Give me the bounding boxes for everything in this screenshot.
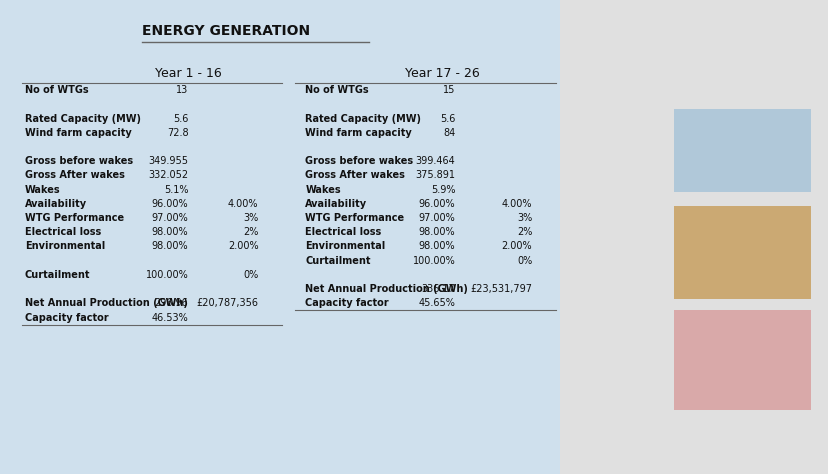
Text: 2.00%: 2.00%	[501, 241, 532, 252]
Text: Year 17 - 26: Year 17 - 26	[404, 67, 479, 80]
Text: ENERGY GENERATION: ENERGY GENERATION	[142, 24, 310, 38]
Text: Gross before wakes: Gross before wakes	[305, 156, 413, 166]
Text: Wind farm capacity: Wind farm capacity	[305, 128, 412, 138]
Bar	[673, 109, 810, 192]
Text: 15: 15	[442, 85, 455, 95]
Text: 375.891: 375.891	[415, 170, 455, 181]
Text: 72.8: 72.8	[166, 128, 188, 138]
Text: Capacity factor: Capacity factor	[305, 298, 388, 309]
Text: 4.00%: 4.00%	[228, 199, 258, 209]
Text: Gross before wakes: Gross before wakes	[25, 156, 133, 166]
Text: 349.955: 349.955	[148, 156, 188, 166]
Text: 2.00%: 2.00%	[228, 241, 258, 252]
Text: 3%: 3%	[243, 213, 258, 223]
Text: Capacity factor: Capacity factor	[25, 312, 108, 323]
Text: 0%: 0%	[517, 255, 532, 266]
Text: 45.65%: 45.65%	[418, 298, 455, 309]
Bar	[673, 310, 810, 410]
Text: £20,787,356: £20,787,356	[196, 298, 258, 309]
Text: No of WTGs: No of WTGs	[305, 85, 368, 95]
Text: 4.00%: 4.00%	[501, 199, 532, 209]
Text: 0%: 0%	[243, 270, 258, 280]
Text: 84: 84	[443, 128, 455, 138]
Text: 97.00%: 97.00%	[152, 213, 188, 223]
Text: Wakes: Wakes	[305, 184, 340, 195]
Text: 399.464: 399.464	[415, 156, 455, 166]
Text: 2%: 2%	[243, 227, 258, 237]
Text: Year 1 - 16: Year 1 - 16	[155, 67, 222, 80]
Text: 296.96: 296.96	[155, 298, 188, 309]
Text: Availability: Availability	[25, 199, 87, 209]
Text: 96.00%: 96.00%	[152, 199, 188, 209]
Text: WTG Performance: WTG Performance	[305, 213, 404, 223]
Text: Net Annual Production (GWh): Net Annual Production (GWh)	[25, 298, 188, 309]
Text: 332.052: 332.052	[148, 170, 188, 181]
Text: Wakes: Wakes	[25, 184, 60, 195]
Text: 13: 13	[176, 85, 188, 95]
Text: Electrical loss: Electrical loss	[305, 227, 381, 237]
Text: No of WTGs: No of WTGs	[25, 85, 89, 95]
Text: 5.1%: 5.1%	[164, 184, 188, 195]
Text: 100.00%: 100.00%	[412, 255, 455, 266]
Text: 98.00%: 98.00%	[418, 227, 455, 237]
Text: 5.6: 5.6	[173, 113, 188, 124]
Text: Gross After wakes: Gross After wakes	[25, 170, 125, 181]
Text: Gross After wakes: Gross After wakes	[305, 170, 405, 181]
Text: Rated Capacity (MW): Rated Capacity (MW)	[305, 113, 421, 124]
Text: Wind farm capacity: Wind farm capacity	[25, 128, 132, 138]
Text: Environmental: Environmental	[305, 241, 385, 252]
Text: Rated Capacity (MW): Rated Capacity (MW)	[25, 113, 141, 124]
Text: 98.00%: 98.00%	[152, 227, 188, 237]
Text: 98.00%: 98.00%	[418, 241, 455, 252]
Text: Curtailment: Curtailment	[305, 255, 370, 266]
Text: Electrical loss: Electrical loss	[25, 227, 101, 237]
Text: 98.00%: 98.00%	[152, 241, 188, 252]
Text: WTG Performance: WTG Performance	[25, 213, 124, 223]
Text: 46.53%: 46.53%	[152, 312, 188, 323]
Text: Curtailment: Curtailment	[25, 270, 90, 280]
Text: 5.9%: 5.9%	[431, 184, 455, 195]
Text: 5.6: 5.6	[440, 113, 455, 124]
Text: £23,531,797: £23,531,797	[469, 284, 532, 294]
Text: 97.00%: 97.00%	[418, 213, 455, 223]
Text: Availability: Availability	[305, 199, 367, 209]
Bar	[559, 0, 828, 474]
Text: 336.17: 336.17	[421, 284, 455, 294]
Text: 100.00%: 100.00%	[146, 270, 188, 280]
Text: 2%: 2%	[516, 227, 532, 237]
Text: Environmental: Environmental	[25, 241, 105, 252]
Bar	[0, 0, 559, 474]
Bar	[673, 206, 810, 299]
Text: Net Annual Production (GWh): Net Annual Production (GWh)	[305, 284, 468, 294]
Text: 96.00%: 96.00%	[418, 199, 455, 209]
Text: 3%: 3%	[517, 213, 532, 223]
